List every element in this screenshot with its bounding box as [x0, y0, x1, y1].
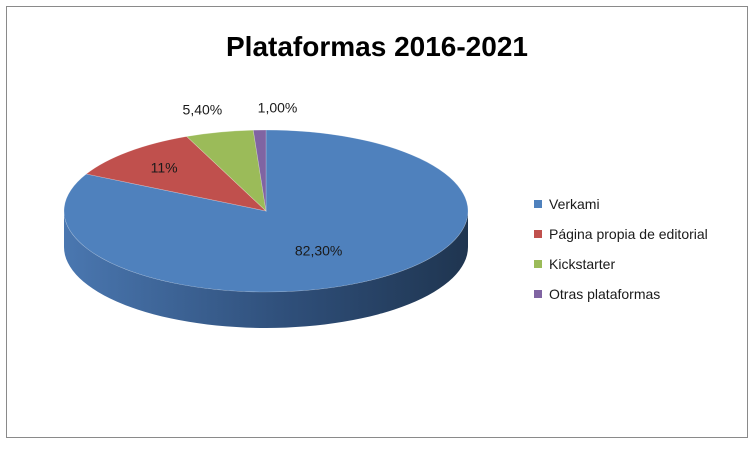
data-label-otras: 1,00% — [258, 99, 298, 115]
legend: Verkami Página propia de editorial Kicks… — [534, 194, 708, 314]
data-label-kickstarter: 5,40% — [183, 102, 223, 118]
legend-item-pagina-propia: Página propia de editorial — [534, 224, 708, 243]
pie-slice-verkami — [63, 129, 469, 293]
legend-swatch — [534, 229, 542, 238]
pie-slice-otras — [252, 129, 267, 212]
legend-label: Verkami — [549, 195, 600, 212]
pie-slice-pagina-propia — [85, 136, 267, 212]
pie-top — [63, 129, 469, 293]
legend-swatch — [534, 259, 542, 268]
legend-item-kickstarter: Kickstarter — [534, 254, 708, 273]
legend-item-otras: Otras plataformas — [534, 284, 708, 303]
legend-swatch — [534, 199, 542, 208]
data-label-pagina-propia: 11% — [151, 159, 178, 175]
pie-side-verkami — [64, 211, 468, 328]
legend-swatch — [534, 289, 542, 298]
pie-slice-kickstarter — [186, 129, 267, 212]
legend-item-verkami: Verkami — [534, 194, 708, 213]
legend-label: Kickstarter — [549, 255, 616, 272]
legend-label: Otras plataformas — [549, 285, 661, 302]
pie-data-labels: 82,30% 11% 5,40% 1,00% — [151, 99, 343, 258]
chart-title: Plataformas 2016-2021 — [226, 31, 528, 62]
pie-side-wall — [64, 211, 468, 328]
legend-label: Página propia de editorial — [549, 225, 708, 242]
data-label-verkami: 82,30% — [295, 243, 342, 259]
